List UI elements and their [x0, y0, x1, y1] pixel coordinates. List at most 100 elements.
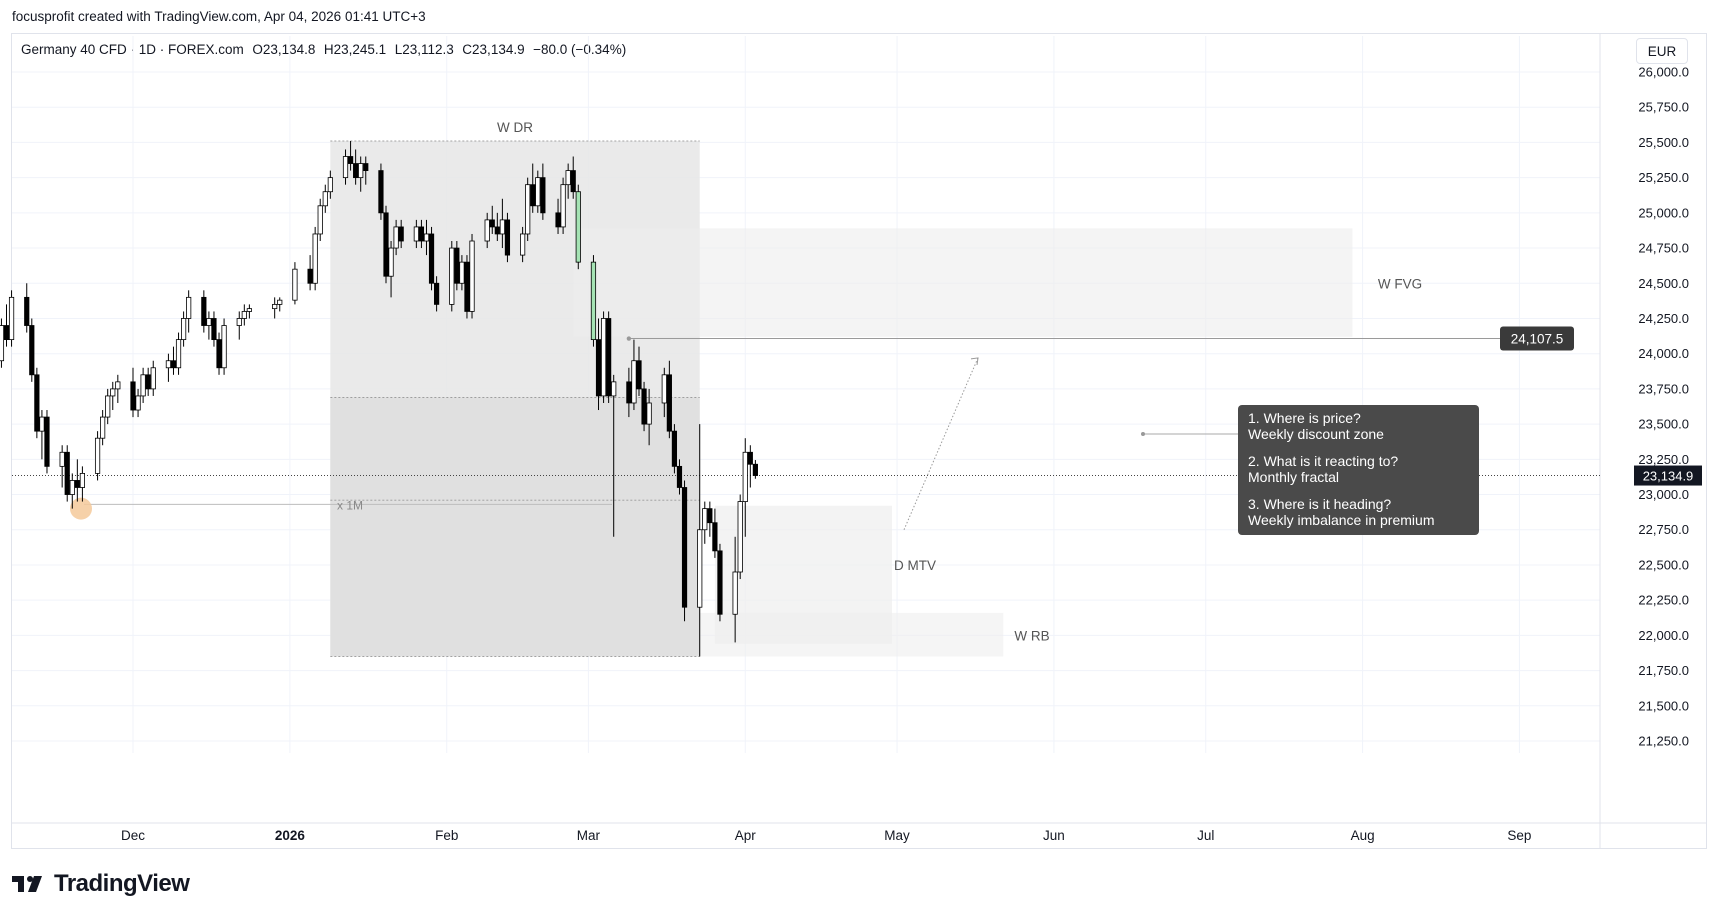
tradingview-logo-icon [12, 876, 42, 892]
candle-body [641, 388, 647, 425]
y-tick-label: 21,500.0 [1638, 698, 1689, 713]
candle-body [752, 463, 758, 476]
candle [560, 177, 566, 234]
last-price-text: 23,134.9 [1643, 469, 1694, 484]
candle [737, 494, 743, 580]
candle [94, 431, 101, 481]
candle [39, 410, 45, 460]
ohlc-close: C23,134.9 [462, 42, 525, 57]
label-w-dr: W DR [497, 120, 533, 135]
candle [641, 381, 647, 432]
annotation-labels: W DR W FVG D MTV W RB x 1M 24,107.5 [337, 120, 1574, 643]
zone-w-rb [699, 612, 1004, 657]
candle [277, 297, 283, 312]
candle [201, 290, 207, 333]
candle-body [327, 177, 333, 193]
candle-body [236, 318, 242, 326]
candle-body [494, 226, 500, 235]
candle [246, 304, 252, 319]
candle [732, 536, 738, 643]
candle [555, 198, 561, 234]
candle-body [469, 240, 475, 312]
candle [707, 501, 713, 537]
candle-body [312, 233, 318, 284]
candle-body [423, 233, 430, 242]
candle [216, 332, 222, 375]
candle-body [737, 501, 743, 573]
candle-body [595, 339, 602, 397]
note-2-answer: Monthly fractal [1248, 469, 1340, 485]
candle [530, 163, 536, 213]
candle [69, 473, 75, 509]
note-2: 2. What is it reacting to? Monthly fracta… [1248, 453, 1469, 485]
note-1-question: 1. Where is price? [1248, 410, 1361, 426]
notes-box[interactable]: 1. Where is price? Weekly discount zone 2… [1238, 405, 1479, 535]
candle-body [702, 508, 708, 531]
candle-body [353, 163, 359, 179]
zone-w-dr-discount [330, 397, 700, 657]
candle-body [464, 261, 470, 312]
candle [575, 184, 581, 270]
y-tick-label: 24,000.0 [1638, 346, 1689, 361]
candle-body [530, 184, 536, 207]
y-tick-label: 24,250.0 [1638, 311, 1689, 326]
y-tick-label: 22,000.0 [1638, 628, 1689, 643]
candle-body [115, 381, 121, 390]
candle [484, 212, 490, 249]
candle [327, 170, 333, 199]
x-tick-label: May [884, 828, 910, 843]
candle [105, 388, 111, 425]
candle-body [600, 318, 607, 397]
candle [347, 141, 354, 171]
level-anchor-dot [626, 336, 632, 341]
candle-body [221, 325, 227, 369]
candle [221, 318, 227, 375]
candle-body [74, 480, 80, 488]
candle-body [24, 296, 30, 326]
candle [600, 311, 607, 403]
candle [565, 163, 571, 199]
candle [742, 438, 748, 537]
candle-body [317, 205, 323, 235]
candle [681, 480, 688, 622]
candle-body [165, 360, 172, 369]
candle [140, 367, 146, 403]
symbol-legend[interactable]: Germany 40 CFD · 1D · FOREX.com O23,134.… [21, 42, 627, 57]
candle [398, 219, 404, 249]
x-tick-label: Dec [121, 828, 145, 843]
candle [342, 149, 349, 185]
candle [671, 424, 678, 474]
x-tick-label: Apr [735, 828, 757, 843]
candle [110, 381, 116, 411]
y-axis[interactable]: 26,000.0 25,750.0 25,500.0 25,250.0 25,000.0… [1634, 65, 1702, 749]
candle-body [135, 395, 141, 411]
candle-body [59, 451, 65, 467]
candle [611, 374, 617, 537]
y-tick-label: 22,250.0 [1638, 593, 1689, 608]
currency-button[interactable]: EUR [1636, 38, 1688, 64]
y-tick-label: 25,750.0 [1638, 100, 1689, 115]
candle [697, 424, 703, 657]
candle-body [489, 219, 495, 228]
candle-body [34, 374, 40, 432]
y-tick-label: 23,500.0 [1638, 417, 1689, 432]
note-2-question: 2. What is it reacting to? [1248, 453, 1399, 469]
candle-body [636, 360, 642, 390]
x-axis[interactable]: Dec 2026 Feb Mar Apr May Jun Jul Aug Sep [121, 828, 1531, 843]
candle-body [459, 261, 465, 284]
candle-body [540, 177, 546, 214]
candle-body [145, 374, 151, 390]
candle [494, 212, 500, 242]
candle-body [241, 311, 247, 319]
candle-body [29, 325, 35, 376]
candle-body [383, 212, 389, 277]
candle [383, 205, 389, 284]
candle [59, 445, 65, 488]
note-3-answer: Weekly imbalance in premium [1248, 512, 1435, 528]
candle [24, 283, 30, 333]
candle-body [388, 247, 394, 277]
chart-frame [11, 33, 1707, 849]
tradingview-logo[interactable]: TradingView [12, 870, 190, 898]
symbol-name[interactable]: Germany 40 CFD · 1D · FOREX.com [21, 42, 244, 57]
